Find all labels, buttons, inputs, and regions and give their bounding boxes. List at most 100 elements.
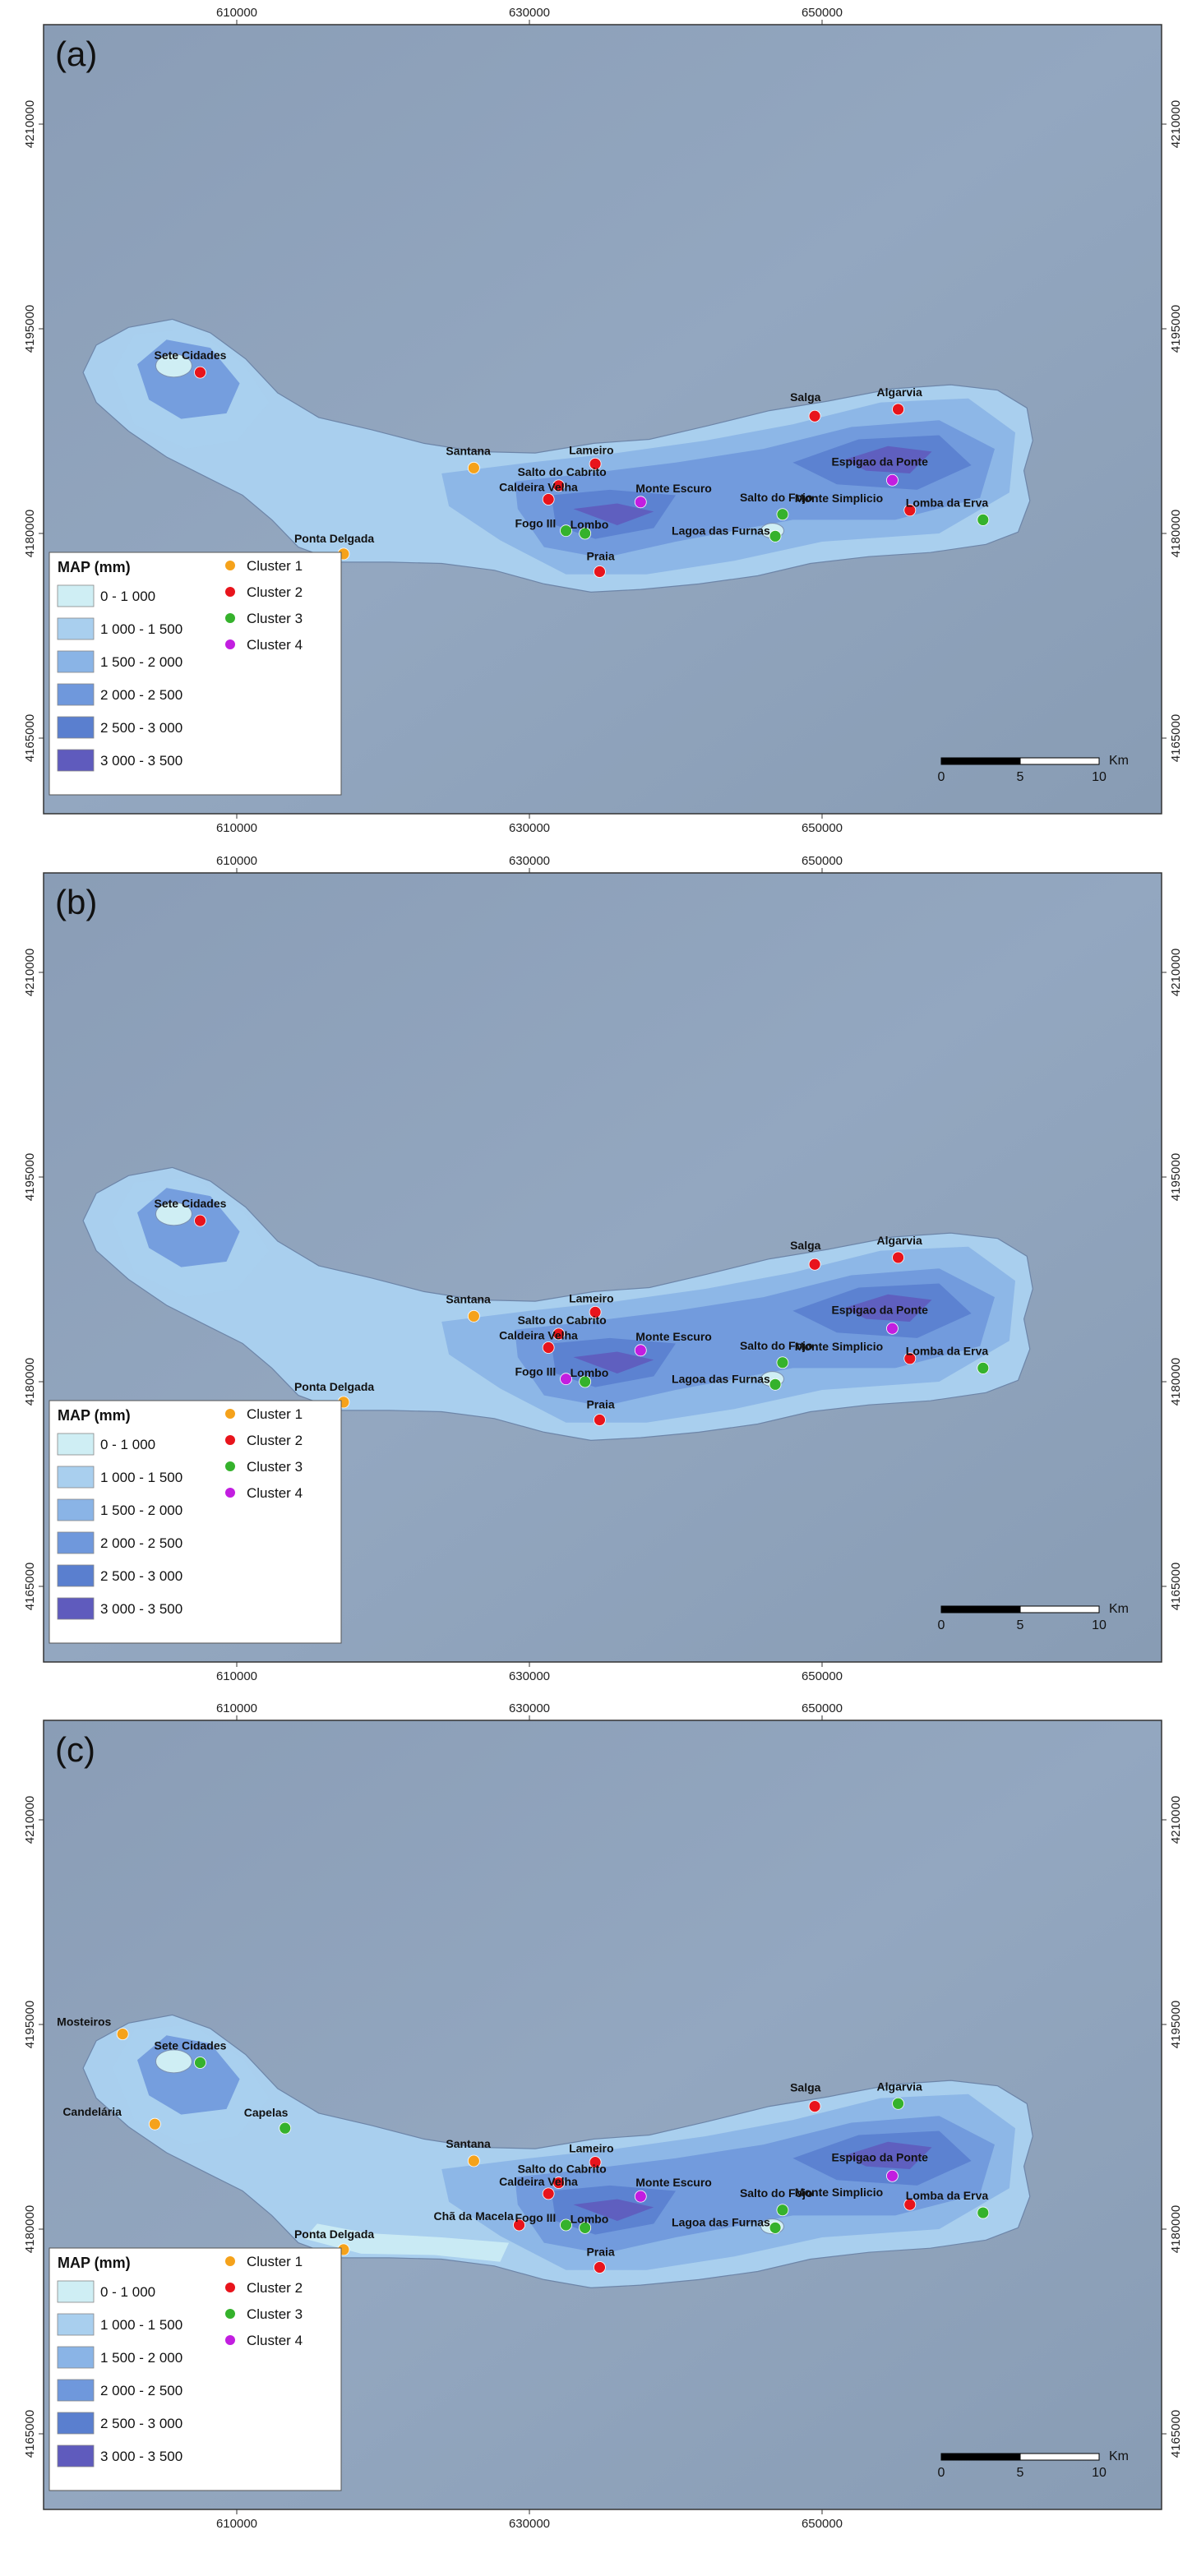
station-marker	[594, 1414, 606, 1426]
legend-cluster-label: Cluster 4	[247, 637, 303, 653]
y-tick-label-left: 4165000	[23, 1563, 37, 1610]
station-marker	[542, 2187, 555, 2200]
y-tick-label-right: 4195000	[1169, 305, 1183, 353]
station-label: Sete Cidades	[155, 349, 227, 362]
station-label: Lagoa das Furnas	[672, 524, 770, 537]
y-tick-label-left: 4165000	[23, 714, 37, 762]
y-tick-label-right: 4165000	[1169, 714, 1183, 762]
station-marker	[542, 1341, 555, 1354]
x-tick-label-bottom: 650000	[802, 1669, 843, 1683]
station-label: Salto do Fojo	[740, 1339, 813, 1352]
x-tick-label-bottom: 630000	[509, 821, 550, 835]
station-label: Praia	[586, 2245, 614, 2258]
station-marker	[552, 479, 565, 492]
station-marker	[194, 2057, 206, 2069]
station-label: Lameiro	[569, 443, 613, 456]
legend-cluster-label: Cluster 1	[247, 2254, 303, 2269]
station-marker	[467, 1309, 480, 1323]
x-tick-label-top: 630000	[509, 854, 550, 868]
station-marker	[116, 2028, 129, 2041]
station-label: Salga	[790, 390, 821, 404]
crater-lake	[155, 2049, 192, 2074]
x-tick-label-bottom: 650000	[802, 821, 843, 835]
legend-cluster-label: Cluster 4	[247, 2333, 303, 2348]
station-label: Mosteiros	[57, 2015, 111, 2029]
scale-label: 5	[1017, 2466, 1024, 2480]
station-marker	[579, 527, 592, 540]
precip-zone	[573, 2199, 654, 2221]
station-marker	[513, 2218, 525, 2232]
station-marker	[769, 529, 782, 542]
station-label: Fogo III	[515, 2211, 557, 2224]
legend-cluster-dot	[225, 1409, 235, 1419]
precip-zone	[843, 2141, 932, 2169]
station-marker	[886, 2169, 899, 2182]
legend-class-label: 1 500 - 2 000	[100, 1503, 182, 1518]
x-tick-label-bottom: 630000	[509, 1669, 550, 1683]
scale-label: 10	[1092, 770, 1107, 784]
legend-swatch	[57, 2346, 95, 2369]
legend-cluster-label: Cluster 2	[247, 2280, 303, 2296]
legend-class-label: 3 000 - 3 500	[100, 1601, 182, 1617]
station-marker	[552, 2177, 565, 2189]
legend-swatch	[57, 2313, 95, 2336]
station-marker	[886, 473, 899, 487]
station-marker	[579, 2221, 592, 2234]
station-marker	[634, 1344, 647, 1357]
legend-cluster-label: Cluster 1	[247, 558, 303, 574]
station-marker	[552, 1327, 565, 1341]
station-marker	[467, 2154, 480, 2167]
panel-label: (c)	[55, 1730, 95, 1769]
x-tick-label-top: 610000	[216, 1701, 257, 1715]
legend-title: MAP (mm)	[58, 2255, 131, 2271]
station-marker	[892, 1251, 904, 1264]
station-marker	[769, 1378, 782, 1391]
x-tick-label-top: 630000	[509, 6, 550, 20]
legend-class-label: 2 500 - 3 000	[100, 1568, 182, 1584]
legend-cluster-dot	[225, 2283, 235, 2292]
y-tick-label-left: 4210000	[23, 1796, 37, 1844]
station-marker	[977, 1362, 990, 1374]
station-label: Espigao da Ponte	[831, 455, 928, 468]
legend-cluster-label: Cluster 1	[247, 1406, 303, 1422]
station-marker	[560, 524, 572, 538]
station-label: Ponta Delgada	[294, 1380, 374, 1393]
station-marker	[194, 366, 206, 379]
legend-cluster-dot	[225, 2309, 235, 2319]
station-label: Ponta Delgada	[294, 532, 374, 545]
legend-swatch	[57, 683, 95, 706]
station-label: Lombo	[571, 518, 609, 531]
legend-class-label: 2 500 - 3 000	[100, 720, 182, 736]
legend-swatch	[57, 584, 95, 607]
x-tick-label-top: 650000	[802, 1701, 843, 1715]
station-label: Salto do Cabrito	[518, 2163, 607, 2176]
station-marker	[589, 2156, 602, 2169]
station-marker	[886, 1322, 899, 1335]
station-marker	[977, 514, 990, 526]
legend-swatch	[57, 2444, 95, 2468]
legend-cluster-dot	[225, 639, 235, 649]
station-label: Salto do Cabrito	[518, 465, 607, 478]
x-tick-label-bottom: 630000	[509, 2517, 550, 2531]
scale-bar	[1019, 2453, 1100, 2461]
station-label: Caldeira Velha	[499, 1329, 578, 1342]
station-label: Salto do Cabrito	[518, 1313, 607, 1327]
legend-title: MAP (mm)	[58, 1407, 131, 1424]
y-tick-label-right: 4210000	[1169, 100, 1183, 148]
x-tick-label-top: 650000	[802, 6, 843, 20]
legend-swatch	[57, 1466, 95, 1489]
station-label: Lameiro	[569, 2142, 613, 2155]
legend-cluster-label: Cluster 3	[247, 1459, 303, 1475]
legend-swatch	[57, 716, 95, 739]
y-tick-label-left: 4195000	[23, 1153, 37, 1201]
station-label: Monte Simplicio	[795, 2186, 883, 2199]
station-label: Lombo	[571, 2212, 609, 2225]
station-label: Santana	[446, 444, 491, 457]
legend-cluster-label: Cluster 3	[247, 611, 303, 626]
station-marker	[467, 461, 480, 474]
station-marker	[903, 1352, 917, 1365]
station-label: Lombo	[571, 1366, 609, 1379]
y-tick-label-left: 4180000	[23, 1358, 37, 1406]
x-tick-label-bottom: 610000	[216, 2517, 257, 2531]
station-label: Monte Escuro	[635, 2176, 712, 2189]
